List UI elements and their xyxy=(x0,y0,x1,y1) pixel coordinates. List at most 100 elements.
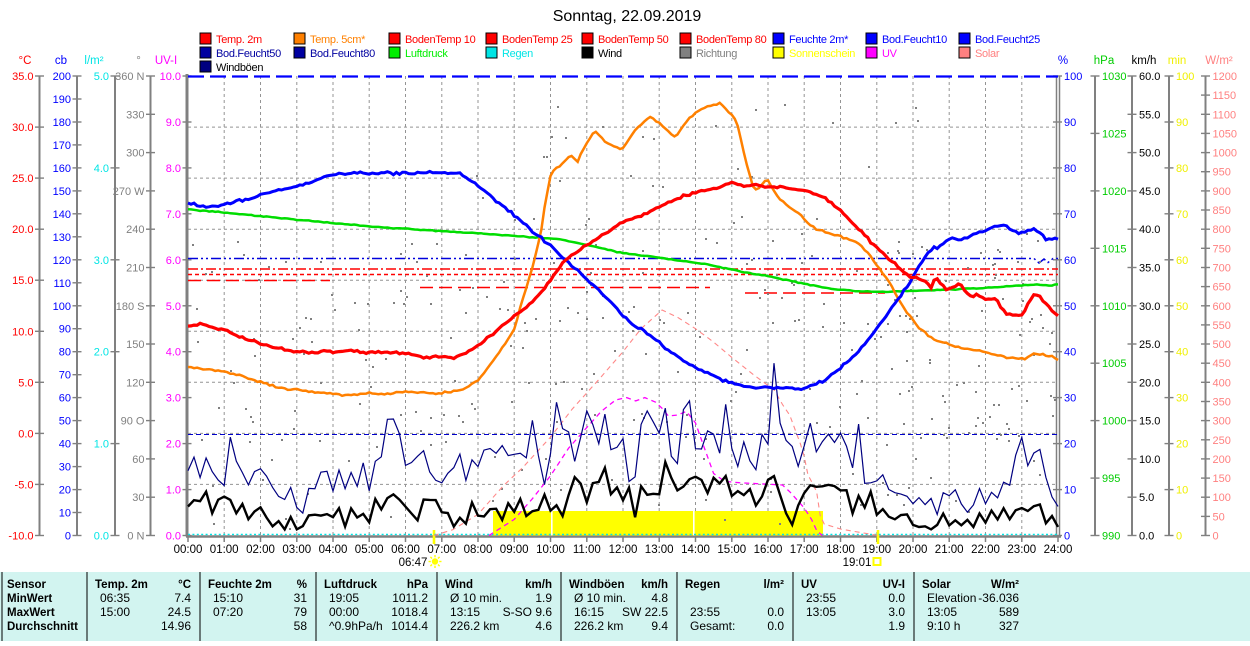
svg-text:120: 120 xyxy=(53,255,71,267)
svg-text:0.0: 0.0 xyxy=(1139,531,1154,543)
svg-text:16:15: 16:15 xyxy=(574,605,604,619)
svg-text:90: 90 xyxy=(59,324,71,336)
svg-text:Sensor: Sensor xyxy=(7,579,47,591)
svg-text:19:00: 19:00 xyxy=(862,544,891,556)
svg-text:60: 60 xyxy=(59,393,71,405)
svg-text:200: 200 xyxy=(53,71,71,83)
svg-text:60.0: 60.0 xyxy=(1139,71,1160,83)
svg-text:07:00: 07:00 xyxy=(427,544,456,556)
svg-text:09:00: 09:00 xyxy=(500,544,529,556)
svg-text:Luftdruck: Luftdruck xyxy=(324,579,378,591)
svg-text:40.0: 40.0 xyxy=(1139,224,1160,236)
svg-text:170: 170 xyxy=(53,140,71,152)
svg-text:1030: 1030 xyxy=(1102,71,1126,83)
svg-text:1.0: 1.0 xyxy=(94,439,109,451)
svg-text:327: 327 xyxy=(999,619,1019,633)
svg-text:1050: 1050 xyxy=(1213,128,1237,140)
svg-text:5.0: 5.0 xyxy=(18,377,33,389)
svg-text:06:35: 06:35 xyxy=(100,591,130,605)
svg-text:23:55: 23:55 xyxy=(690,605,720,619)
svg-text:14.96: 14.96 xyxy=(161,619,191,633)
svg-text:20: 20 xyxy=(1064,439,1076,451)
svg-text:24.5: 24.5 xyxy=(168,605,192,619)
svg-text:13:00: 13:00 xyxy=(645,544,674,556)
svg-text:60: 60 xyxy=(1064,255,1076,267)
svg-text:330: 330 xyxy=(126,109,144,121)
svg-text:1150: 1150 xyxy=(1213,90,1237,102)
svg-text:1.9: 1.9 xyxy=(535,591,552,605)
svg-text:4.0: 4.0 xyxy=(94,163,109,175)
svg-text:15:00: 15:00 xyxy=(100,605,130,619)
svg-text:50: 50 xyxy=(1213,511,1225,523)
svg-text:40: 40 xyxy=(1176,347,1188,359)
svg-text:25.0: 25.0 xyxy=(1139,339,1160,351)
svg-text:0: 0 xyxy=(1064,531,1070,543)
svg-text:UV: UV xyxy=(882,48,898,60)
svg-text:100: 100 xyxy=(1064,71,1082,83)
svg-text:10: 10 xyxy=(1064,485,1076,497)
svg-text:950: 950 xyxy=(1213,167,1231,179)
svg-text:Feuchte 2m: Feuchte 2m xyxy=(208,579,272,591)
svg-text:10: 10 xyxy=(1176,485,1188,497)
svg-text:90: 90 xyxy=(1176,117,1188,129)
svg-text:UV-I: UV-I xyxy=(883,579,905,591)
svg-text:150: 150 xyxy=(1213,473,1231,485)
svg-text:Wind: Wind xyxy=(598,48,622,60)
svg-text:45.0: 45.0 xyxy=(1139,186,1160,198)
svg-text:19:05: 19:05 xyxy=(329,591,359,605)
svg-text:1018.4: 1018.4 xyxy=(391,605,428,619)
svg-text:50: 50 xyxy=(59,416,71,428)
svg-text:MinWert: MinWert xyxy=(7,593,52,605)
svg-text:589: 589 xyxy=(999,605,1019,619)
svg-text:10: 10 xyxy=(59,508,71,520)
svg-text:04:00: 04:00 xyxy=(319,544,348,556)
svg-text:1025: 1025 xyxy=(1102,128,1126,140)
svg-text:Sonnenschein: Sonnenschein xyxy=(789,48,855,60)
svg-text:40: 40 xyxy=(59,439,71,451)
svg-text:Sonntag, 22.09.2019: Sonntag, 22.09.2019 xyxy=(553,8,702,25)
svg-text:10.0: 10.0 xyxy=(160,71,181,83)
svg-text:35.0: 35.0 xyxy=(1139,263,1160,275)
svg-text:360 N: 360 N xyxy=(115,71,144,83)
svg-text:79: 79 xyxy=(294,605,308,619)
svg-text:Bod.Feucht80: Bod.Feucht80 xyxy=(310,48,375,60)
svg-text:BodenTemp 10: BodenTemp 10 xyxy=(405,34,476,46)
svg-text:160: 160 xyxy=(53,163,71,175)
svg-text:^0.9hPa/h: ^0.9hPa/h xyxy=(329,619,383,633)
svg-text:Regen: Regen xyxy=(502,48,533,60)
svg-text:%: % xyxy=(1058,55,1068,67)
svg-text:0: 0 xyxy=(65,531,71,543)
svg-text:19:01: 19:01 xyxy=(843,557,872,569)
svg-text:21:00: 21:00 xyxy=(935,544,964,556)
svg-text:1010: 1010 xyxy=(1102,301,1126,313)
svg-text:UV-I: UV-I xyxy=(155,55,177,67)
svg-text:350: 350 xyxy=(1213,397,1231,409)
svg-text:W/m²: W/m² xyxy=(991,579,1019,591)
svg-text:1.0: 1.0 xyxy=(166,485,181,497)
svg-text:990: 990 xyxy=(1102,531,1120,543)
svg-text:24:00: 24:00 xyxy=(1044,544,1073,556)
svg-text:1020: 1020 xyxy=(1102,186,1126,198)
svg-text:16:00: 16:00 xyxy=(754,544,783,556)
svg-text:0.0: 0.0 xyxy=(18,428,33,440)
svg-text:00:00: 00:00 xyxy=(174,544,203,556)
svg-text:58: 58 xyxy=(294,619,308,633)
svg-text:BodenTemp 25: BodenTemp 25 xyxy=(502,34,573,46)
svg-text:05:00: 05:00 xyxy=(355,544,384,556)
svg-text:15:10: 15:10 xyxy=(213,591,243,605)
svg-text:BodenTemp 50: BodenTemp 50 xyxy=(598,34,669,46)
svg-text:km/h: km/h xyxy=(525,579,552,591)
svg-text:5.0: 5.0 xyxy=(94,71,109,83)
svg-text:2.0: 2.0 xyxy=(166,439,181,451)
svg-text:Richtung: Richtung xyxy=(696,48,737,60)
svg-text:-5.0: -5.0 xyxy=(15,479,34,491)
svg-text:0 N: 0 N xyxy=(127,531,144,543)
svg-text:03:00: 03:00 xyxy=(282,544,311,556)
svg-text:120: 120 xyxy=(126,377,144,389)
svg-text:10.0: 10.0 xyxy=(12,326,33,338)
svg-text:50.0: 50.0 xyxy=(1139,148,1160,160)
svg-text:20: 20 xyxy=(1176,439,1188,451)
svg-text:180: 180 xyxy=(53,117,71,129)
svg-text:Durchschnitt: Durchschnitt xyxy=(7,621,78,633)
svg-text:06:00: 06:00 xyxy=(391,544,420,556)
